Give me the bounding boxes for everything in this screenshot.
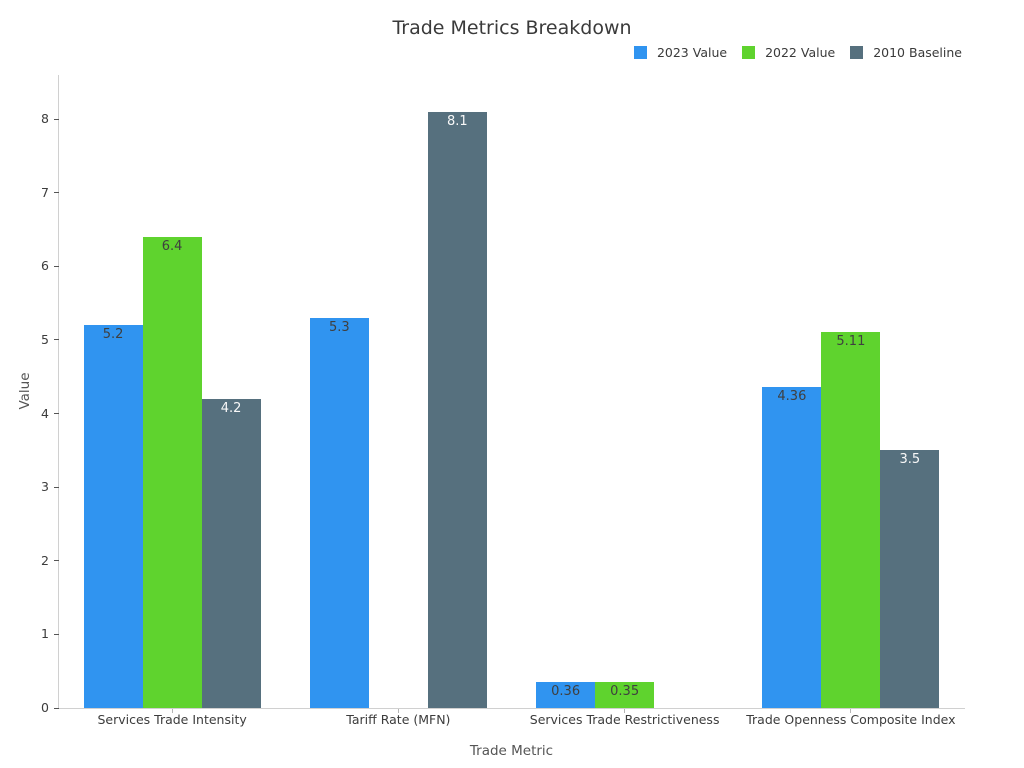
y-tick-label: 0 [41, 700, 49, 715]
bar-value-label: 4.2 [220, 400, 242, 416]
legend-label: 2023 Value [656, 45, 728, 60]
x-tick-label: Tariff Rate (MFN) [346, 712, 451, 727]
y-tick-mark [54, 633, 59, 635]
bar [201, 398, 261, 708]
x-tick-mark [397, 709, 399, 713]
x-tick-mark [624, 709, 626, 713]
bar [427, 111, 487, 708]
y-tick-mark [54, 413, 59, 415]
bar-value-label: 8.1 [447, 113, 468, 129]
y-tick-label: 3 [41, 479, 49, 495]
y-axis-line [58, 75, 59, 708]
y-tick-label: 5 [41, 331, 49, 347]
x-tick-label: Trade Openness Composite Index [746, 712, 956, 727]
bar [142, 236, 202, 708]
y-tick-mark [54, 560, 59, 562]
bar-value-label: 0.36 [551, 683, 581, 699]
bar-value-label: 3.5 [899, 452, 921, 468]
bar [880, 450, 940, 708]
y-tick-mark [54, 118, 59, 120]
y-tick-label: 8 [41, 111, 49, 127]
bar [83, 325, 143, 708]
x-tick-mark [171, 709, 173, 713]
bar-value-label: 6.4 [161, 238, 183, 254]
bar [309, 317, 369, 708]
bar-value-label: 0.35 [610, 684, 640, 700]
legend-label: 2010 Baseline [873, 45, 962, 60]
y-tick-label: 7 [41, 184, 49, 200]
x-tick-label: Services Trade Restrictiveness [529, 712, 720, 727]
legend-swatch [742, 46, 756, 59]
bar [762, 387, 822, 708]
legend-swatch [633, 46, 647, 59]
x-tick-label: Services Trade Intensity [97, 712, 247, 727]
bar [821, 331, 881, 708]
y-tick-mark [54, 707, 59, 709]
y-tick-label: 1 [41, 626, 49, 642]
legend-swatch [850, 46, 864, 59]
x-axis-title: Trade Metric [469, 743, 554, 759]
bar [595, 682, 655, 708]
bar-value-label: 5.2 [102, 327, 124, 343]
y-tick-label: 2 [41, 552, 49, 568]
y-tick-mark [54, 192, 59, 194]
legend-item: 2023 Value [633, 45, 728, 60]
y-tick-label: 4 [41, 405, 49, 421]
x-axis-line [58, 708, 965, 709]
bar-value-label: 5.11 [836, 333, 866, 349]
x-tick-mark [850, 709, 852, 713]
bar-value-label: 5.3 [329, 319, 350, 335]
y-tick-mark [54, 265, 59, 267]
legend: 2023 Value 2022 Value 2010 Baseline [633, 45, 962, 60]
legend-item: 2022 Value [742, 45, 835, 60]
legend-label: 2022 Value [765, 45, 836, 60]
y-tick-mark [54, 339, 59, 341]
legend-item: 2010 Baseline [850, 45, 962, 60]
chart-title: Trade Metrics Breakdown [392, 17, 632, 39]
bar-value-label: 4.36 [777, 389, 807, 405]
y-tick-mark [54, 486, 59, 488]
bar [536, 681, 596, 708]
y-tick-label: 6 [41, 258, 49, 274]
